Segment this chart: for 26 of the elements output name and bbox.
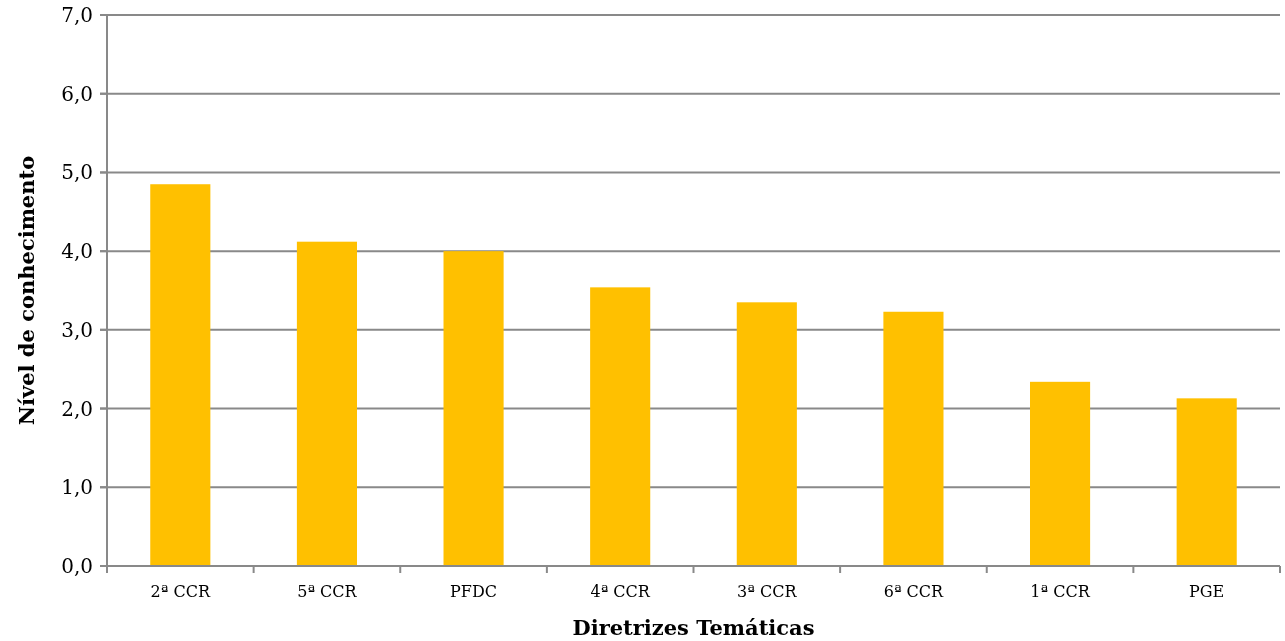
y-tick-label: 7,0 — [61, 3, 93, 27]
x-tick-label: 3ª CCR — [737, 582, 798, 601]
bar — [590, 287, 651, 566]
y-tick-label: 5,0 — [61, 160, 93, 185]
bar — [883, 311, 944, 566]
x-tick-label: 4ª CCR — [590, 582, 651, 601]
y-tick-label: 0,0 — [61, 554, 93, 578]
y-tick-label: 2,0 — [61, 396, 93, 421]
y-tick-label: 6,0 — [61, 81, 93, 106]
x-tick-label: 1ª CCR — [1030, 582, 1091, 601]
y-tick-label: 3,0 — [61, 317, 93, 342]
bar — [1176, 398, 1237, 566]
bar — [1030, 381, 1091, 566]
y-axis-title: Nível de conhecimento — [13, 155, 39, 426]
y-tick-label: 1,0 — [61, 475, 93, 500]
y-tick-label: 4,0 — [61, 239, 93, 264]
x-tick-label: PFDC — [450, 582, 498, 601]
bar — [296, 241, 357, 566]
x-tick-label: 2ª CCR — [150, 582, 211, 601]
bar — [150, 184, 211, 566]
x-tick-label: 6ª CCR — [883, 582, 945, 601]
x-axis-title: Diretrizes Temáticas — [572, 615, 815, 640]
bar — [736, 302, 797, 566]
x-tick-label: PGE — [1189, 582, 1225, 601]
bar — [443, 251, 504, 566]
x-tick-label: 5ª CCR — [297, 582, 358, 601]
